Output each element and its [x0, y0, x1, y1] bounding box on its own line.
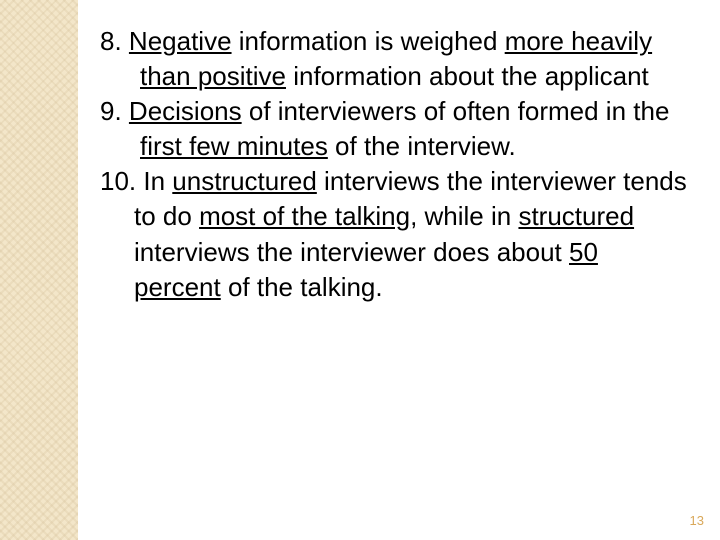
- bullet-10-underline-1: unstructured: [172, 166, 317, 196]
- bullet-8-underline-2: more heavily: [505, 26, 652, 56]
- slide-sidebar-pattern: [0, 0, 78, 540]
- page-number: 13: [690, 513, 704, 528]
- bullet-10-text-1: In: [136, 166, 172, 196]
- bullet-10-number: 10.: [100, 166, 136, 196]
- bullet-8-underline-1: Negative: [129, 26, 232, 56]
- bullet-10-underline-2: most of the talking: [199, 201, 410, 231]
- bullet-10-text-3: , while in: [410, 201, 518, 231]
- bullet-9-underline-1: Decisions: [129, 96, 242, 126]
- bullet-9-text-2: of the interview.: [328, 131, 516, 161]
- bullet-9-text-1: of interviewers of often formed in the: [242, 96, 670, 126]
- slide-content: 8. Negative information is weighed more …: [100, 24, 690, 305]
- bullet-8-number: 8.: [100, 26, 122, 56]
- bullet-9: 9. Decisions of interviewers of often fo…: [100, 94, 690, 164]
- bullet-10-text-5: of the talking.: [221, 272, 383, 302]
- bullet-10-text-4: interviews the interviewer does about: [134, 237, 569, 267]
- bullet-8-text-3: information about the applicant: [286, 61, 649, 91]
- bullet-10-underline-3: structured: [518, 201, 634, 231]
- bullet-9-underline-2: first few minutes: [140, 131, 328, 161]
- bullet-8: 8. Negative information is weighed more …: [100, 24, 690, 94]
- bullet-10: 10. In unstructured interviews the inter…: [100, 164, 690, 304]
- bullet-9-number: 9.: [100, 96, 122, 126]
- bullet-8-text-1: information is weighed: [232, 26, 505, 56]
- bullet-8-underline-3: than positive: [140, 61, 286, 91]
